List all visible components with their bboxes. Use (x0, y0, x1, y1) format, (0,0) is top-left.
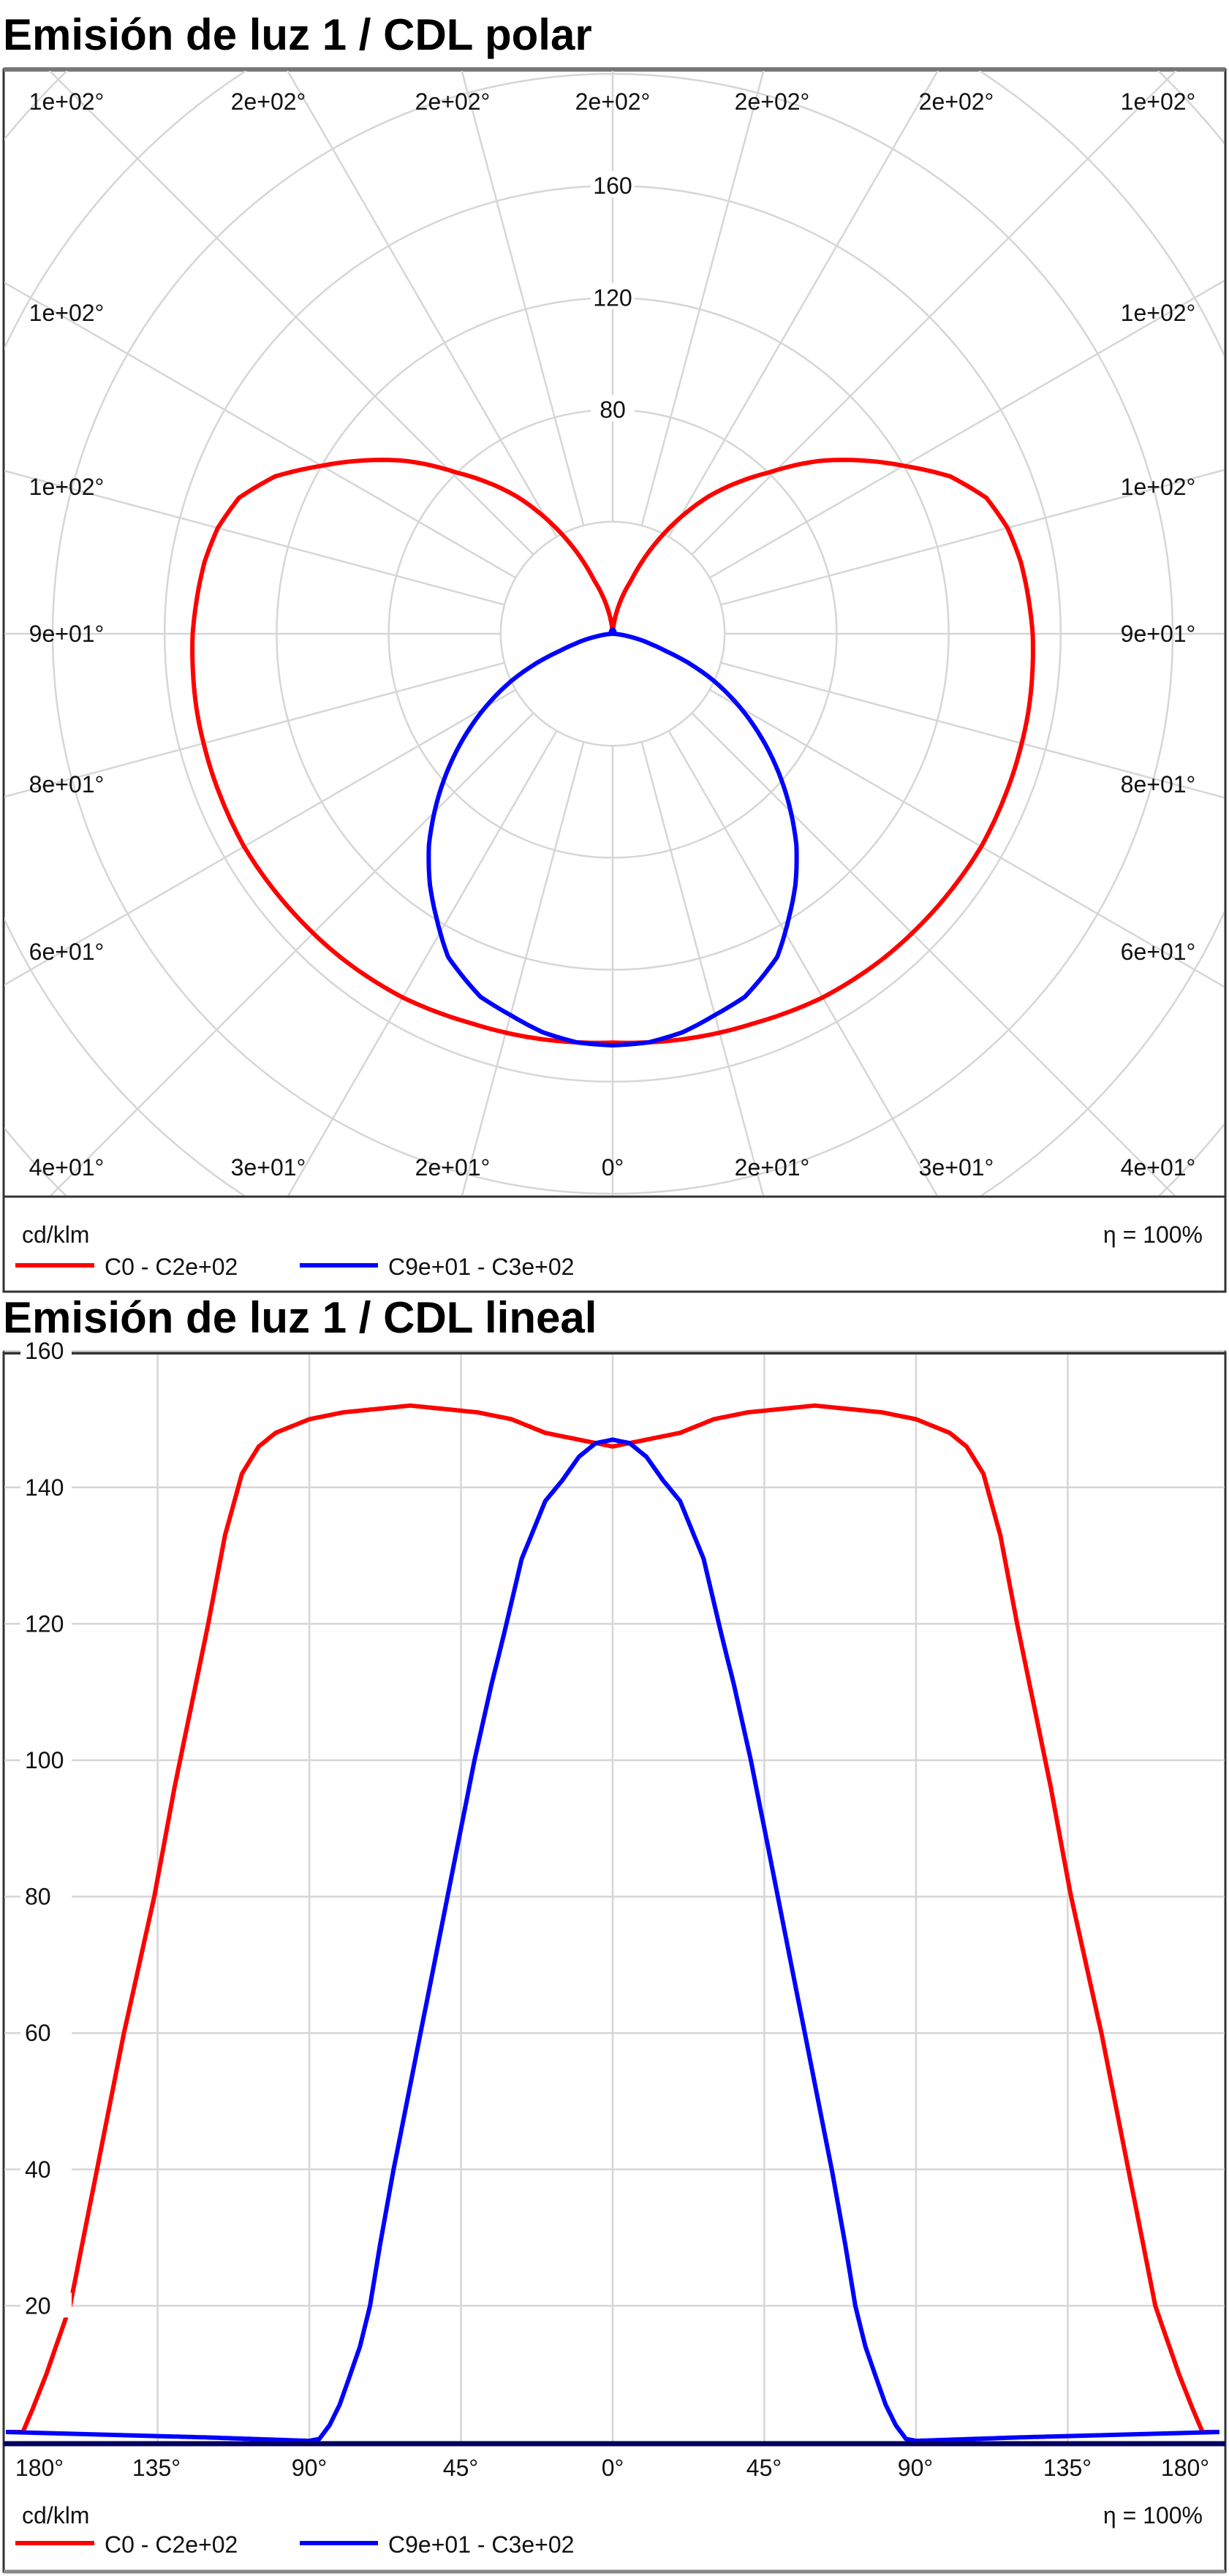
x-tick-label: 135° (1043, 2455, 1092, 2481)
x-tick-label: 180° (15, 2455, 64, 2481)
linear-series-1 (6, 1437, 1219, 2444)
polar-angle-label-right: 1e+02° (1121, 300, 1196, 326)
linear-frame (2, 1351, 1227, 2573)
polar-angle-label-right: 9e+01° (1121, 621, 1196, 647)
linear-chart-title: Emisión de luz 1 / CDL lineal (3, 1293, 597, 1342)
polar-grid-spoke (668, 730, 939, 1197)
polar-grid-spoke (4, 662, 505, 798)
y-tick-bg (20, 2156, 72, 2181)
polar-angle-label-top: 2e+02° (919, 88, 994, 115)
y-tick-label: 40 (25, 2156, 51, 2183)
y-tick-label: 20 (25, 2292, 51, 2319)
polar-grid-spoke (48, 712, 534, 1197)
polar-unit-label: cd/klm (22, 1221, 89, 1248)
polar-grid-spoke (720, 469, 1224, 606)
y-tick-label: 160 (25, 1338, 64, 1364)
linear-chart: 20 40 60 80 100 120 140 160 180° 135° 90° 45° 0° 45° 9… (2, 1338, 1227, 2574)
polar-grid-spoke (691, 71, 1177, 556)
polar-grid-spoke (461, 71, 585, 526)
polar-grid-spoke (4, 689, 516, 986)
polar-radial-tick-label: 120 (593, 284, 632, 311)
polar-angle-label-bottom: 4e+01° (29, 1154, 105, 1181)
polar-grid-spoke (691, 712, 1177, 1197)
polar-angle-label-left: 8e+01° (29, 771, 105, 798)
polar-grid-spoke (668, 71, 939, 537)
y-tick-bg (20, 1883, 72, 1909)
polar-angle-label-top: 1e+02° (1121, 88, 1196, 115)
polar-legend: C0 - C2e+02 C9e+01 - C3e+02 (15, 1254, 574, 1280)
polar-radial-tick-bg (591, 283, 635, 310)
polar-chart-title: Emisión de luz 1 / CDL polar (3, 10, 592, 59)
polar-angle-label-top: 2e+02° (575, 88, 651, 115)
polar-grid-spoke (4, 469, 505, 606)
polar-angle-label-bottom: 3e+01° (231, 1154, 306, 1181)
polar-grid-spoke (640, 71, 765, 526)
x-tick-label: 45° (443, 2455, 478, 2481)
polar-grid-spoke (286, 730, 558, 1197)
polar-radial-tick-bg (591, 171, 635, 198)
y-tick-bg (20, 1610, 72, 1636)
polar-chart: 1e+02° 2e+02° 2e+02° 2e+02° 2e+02° 2e+02° 1e+0… (2, 67, 1227, 1293)
polar-grid-spoke (720, 662, 1224, 799)
y-tick-bg (20, 1747, 72, 1772)
legend-label-c0: C0 - C2e+02 (105, 2531, 238, 2558)
polar-series-0 (190, 458, 1035, 1045)
polar-frame (2, 68, 1227, 1293)
polar-angle-label-bottom: 0° (602, 1154, 624, 1181)
polar-grid-spoke (48, 71, 534, 556)
legend-label-c0: C0 - C2e+02 (105, 1254, 238, 1280)
polar-curves (190, 458, 1035, 1048)
polar-angle-label-right: 6e+01° (1121, 939, 1196, 965)
polar-labels: 1e+02° 2e+02° 2e+02° 2e+02° 2e+02° 2e+02° 1e+0… (29, 88, 1196, 1181)
x-tick-label: 90° (898, 2455, 933, 2481)
linear-labels: 20 40 60 80 100 120 140 160 180° 135° 90° 45° 0° 45° 9… (15, 1338, 1209, 2481)
polar-efficiency-label: η = 100% (1103, 1221, 1203, 1248)
polar-series-1 (426, 627, 799, 1048)
polar-angle-label-left: 1e+02° (29, 300, 105, 326)
y-tick-bg (20, 2292, 72, 2318)
x-tick-label: 90° (292, 2455, 327, 2481)
y-tick-label: 120 (25, 1610, 64, 1637)
legend-label-c90: C9e+01 - C3e+02 (388, 2531, 574, 2558)
y-tick-label: 100 (25, 1747, 64, 1773)
polar-grid-spoke (709, 689, 1224, 988)
linear-curves (6, 1403, 1219, 2444)
y-tick-label: 60 (25, 2020, 51, 2046)
polar-angle-label-bottom: 2e+01° (415, 1154, 491, 1181)
polar-radial-tick-label: 80 (600, 397, 626, 423)
polar-radial-tick-bg (591, 395, 635, 422)
polar-angle-label-left: 9e+01° (29, 621, 105, 647)
polar-angle-label-top: 1e+02° (29, 88, 105, 115)
x-tick-label: 180° (1161, 2455, 1209, 2481)
y-tick-label: 140 (25, 1474, 64, 1501)
polar-angle-label-bottom: 4e+01° (1121, 1154, 1196, 1181)
linear-legend: C0 - C2e+02 C9e+01 - C3e+02 (15, 2531, 574, 2558)
x-tick-label: 0° (602, 2455, 624, 2481)
polar-angle-label-left: 1e+02° (29, 474, 105, 500)
polar-angle-label-bottom: 3e+01° (919, 1154, 994, 1181)
polar-grid-spoke (640, 741, 765, 1197)
x-tick-label: 45° (746, 2455, 782, 2481)
polar-angle-label-top: 2e+02° (735, 88, 810, 115)
y-tick-bg (20, 1474, 72, 1499)
y-tick-bg (20, 2020, 72, 2045)
polar-grid-spoke (461, 741, 585, 1197)
polar-angle-label-left: 6e+01° (29, 939, 105, 965)
polar-radial-tick-label: 160 (593, 173, 632, 199)
legend-label-c90: C9e+01 - C3e+02 (388, 1254, 574, 1280)
polar-angle-label-right: 8e+01° (1121, 771, 1196, 798)
polar-angle-label-top: 2e+02° (231, 88, 306, 115)
polar-angle-label-right: 1e+02° (1121, 474, 1196, 500)
linear-unit-label: cd/klm (22, 2502, 89, 2528)
y-tick-label: 80 (25, 1884, 51, 1910)
polar-angle-label-top: 2e+02° (415, 88, 491, 115)
polar-grid-spoke (286, 71, 558, 537)
linear-efficiency-label: η = 100% (1103, 2502, 1203, 2528)
y-tick-bg (20, 1338, 72, 1363)
polar-angle-label-bottom: 2e+01° (735, 1154, 810, 1181)
x-tick-label: 135° (132, 2455, 181, 2481)
linear-series-0 (6, 1403, 1219, 2434)
